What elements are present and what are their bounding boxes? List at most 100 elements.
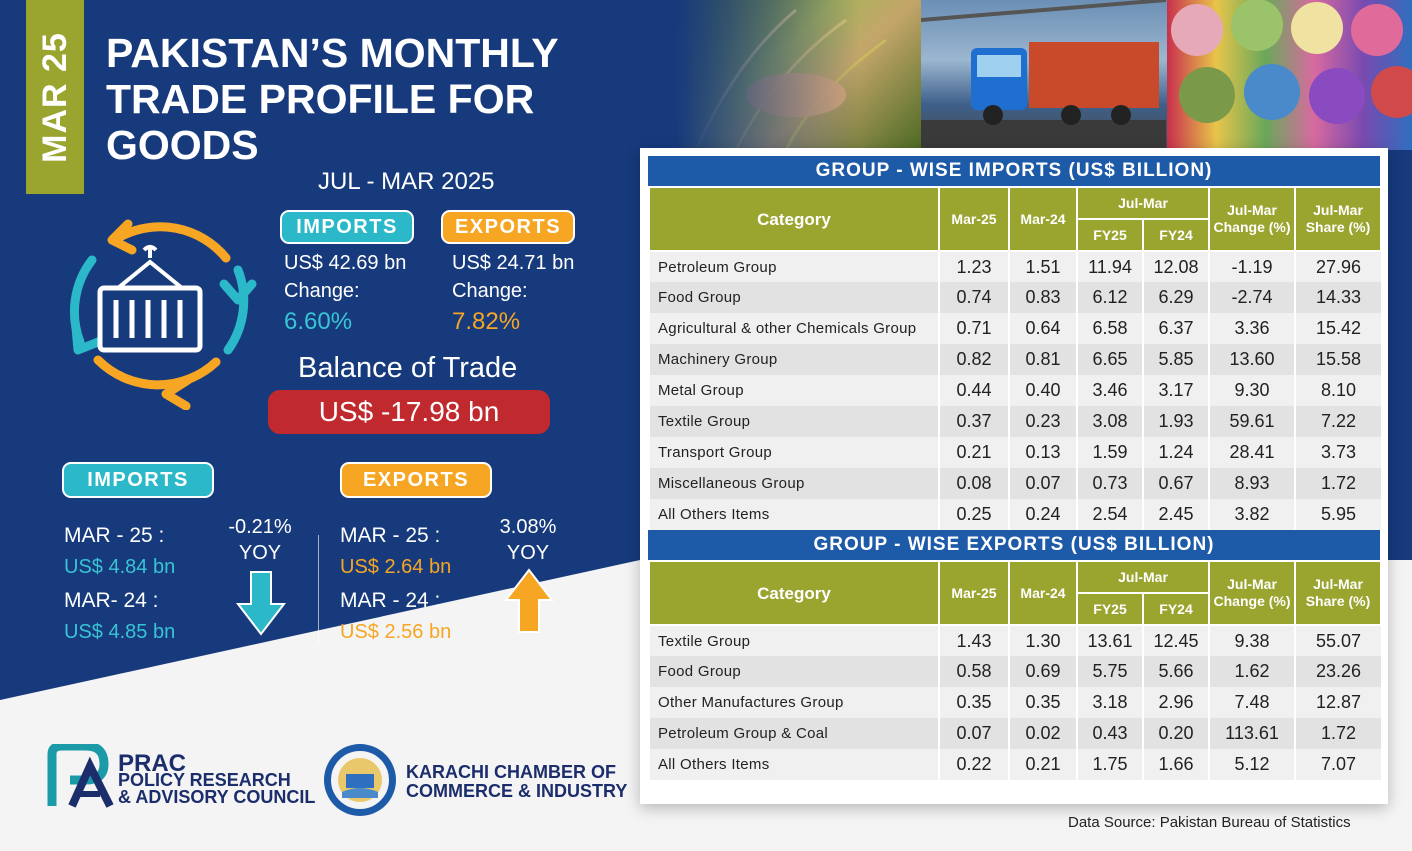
- imports-col-mar25: Mar-25: [938, 186, 1010, 252]
- imports-cell-fy25: 3.08: [1076, 406, 1143, 437]
- imports-cell-fy25: 6.65: [1076, 344, 1143, 375]
- exports-cell-mar24: 0.02: [1008, 718, 1077, 749]
- exports-col-change-l2: Change (%): [1213, 593, 1291, 609]
- imports-cell-fy25: 0.73: [1076, 468, 1143, 499]
- imports-cell-share: 15.42: [1294, 313, 1382, 344]
- monthly-imports-pill: IMPORTS: [62, 462, 214, 498]
- exports-cell-fy25: 13.61: [1076, 625, 1143, 656]
- exports-cell-fy24: 1.66: [1141, 749, 1210, 780]
- imports-cell-fy24: 0.67: [1141, 468, 1210, 499]
- balance-of-trade-value: US$ -17.98 bn: [268, 390, 550, 434]
- imports-mar24-value: US$ 4.85 bn: [64, 621, 176, 643]
- imports-cell-share: 15.58: [1294, 344, 1382, 375]
- container-cycle-icon: [69, 219, 257, 410]
- exports-cell-share: 55.07: [1294, 625, 1382, 656]
- imports-cell-mar25: 0.71: [938, 313, 1009, 344]
- title-line-2: TRADE PROFILE FOR: [106, 76, 535, 122]
- imports-mar24-label: MAR- 24 :: [64, 589, 159, 612]
- imports-cell-mar24: 1.51: [1008, 251, 1077, 282]
- imports-cell-name: Machinery Group: [648, 344, 939, 375]
- imports-cell-fy25: 3.46: [1076, 375, 1143, 406]
- imports-table-row: Miscellaneous Group 0.08 0.07 0.73 0.67 8.93 1…: [648, 468, 1382, 499]
- imports-cell-change: 3.36: [1208, 313, 1296, 344]
- title-line-1: PAKISTAN’S MONTHLY: [106, 30, 559, 76]
- imports-col-julmar: Jul-Mar: [1075, 186, 1211, 220]
- imports-table-row: All Others Items 0.25 0.24 2.54 2.45 3.82 5.95: [648, 499, 1382, 530]
- exports-col-share-l2: Share (%): [1305, 593, 1371, 609]
- imports-cell-fy24: 6.37: [1141, 313, 1210, 344]
- imports-mar25-label: MAR - 25 :: [64, 524, 165, 547]
- imports-cell-change: 8.93: [1208, 468, 1296, 499]
- exports-cell-name: Other Manufactures Group: [648, 687, 939, 718]
- exports-total: US$ 24.71 bn: [452, 252, 575, 274]
- month-tab: MAR 25: [26, 0, 84, 194]
- imports-col-change: Jul-Mar Change (%): [1208, 186, 1297, 252]
- exports-cell-name: Petroleum Group & Coal: [648, 718, 939, 749]
- imports-cell-share: 1.72: [1294, 468, 1382, 499]
- imports-cell-share: 5.95: [1294, 499, 1382, 530]
- exports-change-value: 7.82%: [452, 308, 521, 335]
- imports-col-category: Category: [648, 186, 940, 252]
- imports-cell-fy25: 6.58: [1076, 313, 1143, 344]
- imports-summary-pill: IMPORTS: [280, 210, 414, 244]
- imports-table-row: Transport Group 0.21 0.13 1.59 1.24 28.41 3.73: [648, 437, 1382, 468]
- monthly-divider: [318, 535, 319, 645]
- exports-cell-fy24: 2.96: [1141, 687, 1210, 718]
- imports-cell-fy25: 1.59: [1076, 437, 1143, 468]
- imports-cell-name: Miscellaneous Group: [648, 468, 939, 499]
- imports-table-row: Food Group 0.74 0.83 6.12 6.29 -2.74 14.33: [648, 282, 1382, 313]
- photo-fade: [676, 0, 1412, 150]
- period-label: JUL - MAR 2025: [318, 168, 495, 195]
- exports-table-row: All Others Items 0.22 0.21 1.75 1.66 5.12 7.07: [648, 749, 1382, 780]
- imports-cell-share: 27.96: [1294, 251, 1382, 282]
- imports-cell-fy25: 6.12: [1076, 282, 1143, 313]
- exports-table-title: GROUP - WISE EXPORTS (US$ BILLION): [648, 530, 1380, 560]
- exports-change-label: Change:: [452, 280, 528, 302]
- imports-cell-mar24: 0.64: [1008, 313, 1077, 344]
- exports-col-category: Category: [648, 560, 940, 626]
- exports-cell-mar24: 0.21: [1008, 749, 1077, 780]
- exports-cell-mar25: 1.43: [938, 625, 1009, 656]
- imports-col-share: Jul-Mar Share (%): [1294, 186, 1383, 252]
- down-arrow-icon: [235, 571, 287, 636]
- imports-cell-mar24: 0.13: [1008, 437, 1077, 468]
- exports-summary-pill: EXPORTS: [441, 210, 575, 244]
- prac-logo-icon: [47, 744, 114, 808]
- imports-cell-fy25: 11.94: [1076, 251, 1143, 282]
- imports-cell-mar25: 0.37: [938, 406, 1009, 437]
- imports-table-row: Metal Group 0.44 0.40 3.46 3.17 9.30 8.10: [648, 375, 1382, 406]
- kcci-seal-icon: [324, 744, 396, 816]
- exports-cell-fy25: 3.18: [1076, 687, 1143, 718]
- exports-table-row: Food Group 0.58 0.69 5.75 5.66 1.62 23.26: [648, 656, 1382, 687]
- month-tab-label: MAR 25: [35, 31, 74, 163]
- imports-cell-mar25: 1.23: [938, 251, 1009, 282]
- exports-cell-fy25: 5.75: [1076, 656, 1143, 687]
- kcci-line-1: KARACHI CHAMBER OF: [406, 762, 616, 782]
- exports-mar24-label: MAR - 24 :: [340, 589, 441, 612]
- kcci-line-2: COMMERCE & INDUSTRY: [406, 781, 628, 801]
- exports-cell-share: 7.07: [1294, 749, 1382, 780]
- imports-yoy-value: -0.21%: [228, 516, 292, 538]
- exports-table-row: Other Manufactures Group 0.35 0.35 3.18 2.96…: [648, 687, 1382, 718]
- prac-line-2: & ADVISORY COUNCIL: [118, 787, 316, 807]
- imports-cell-name: All Others Items: [648, 499, 939, 530]
- exports-cell-fy24: 0.20: [1141, 718, 1210, 749]
- exports-cell-share: 12.87: [1294, 687, 1382, 718]
- monthly-exports-pill: EXPORTS: [340, 462, 492, 498]
- imports-cell-change: 9.30: [1208, 375, 1296, 406]
- imports-cell-mar25: 0.82: [938, 344, 1009, 375]
- imports-cell-fy24: 1.93: [1141, 406, 1210, 437]
- imports-cell-change: 28.41: [1208, 437, 1296, 468]
- exports-cell-mar25: 0.35: [938, 687, 1009, 718]
- imports-table-title: GROUP - WISE IMPORTS (US$ BILLION): [648, 156, 1380, 186]
- exports-cell-fy24: 12.45: [1141, 625, 1210, 656]
- exports-cell-change: 1.62: [1208, 656, 1296, 687]
- imports-table: Category Mar-25 Mar-24 Jul-Mar Jul-Mar Ch…: [648, 186, 1383, 530]
- exports-table: Category Mar-25 Mar-24 Jul-Mar Jul-Mar Ch…: [648, 560, 1383, 780]
- imports-table-row: Agricultural & other Chemicals Group 0.71…: [648, 313, 1382, 344]
- imports-mar25-value: US$ 4.84 bn: [64, 556, 176, 578]
- imports-col-share-l2: Share (%): [1305, 219, 1371, 235]
- balance-of-trade-title: Balance of Trade: [298, 352, 518, 384]
- exports-cell-name: All Others Items: [648, 749, 939, 780]
- exports-cell-change: 9.38: [1208, 625, 1296, 656]
